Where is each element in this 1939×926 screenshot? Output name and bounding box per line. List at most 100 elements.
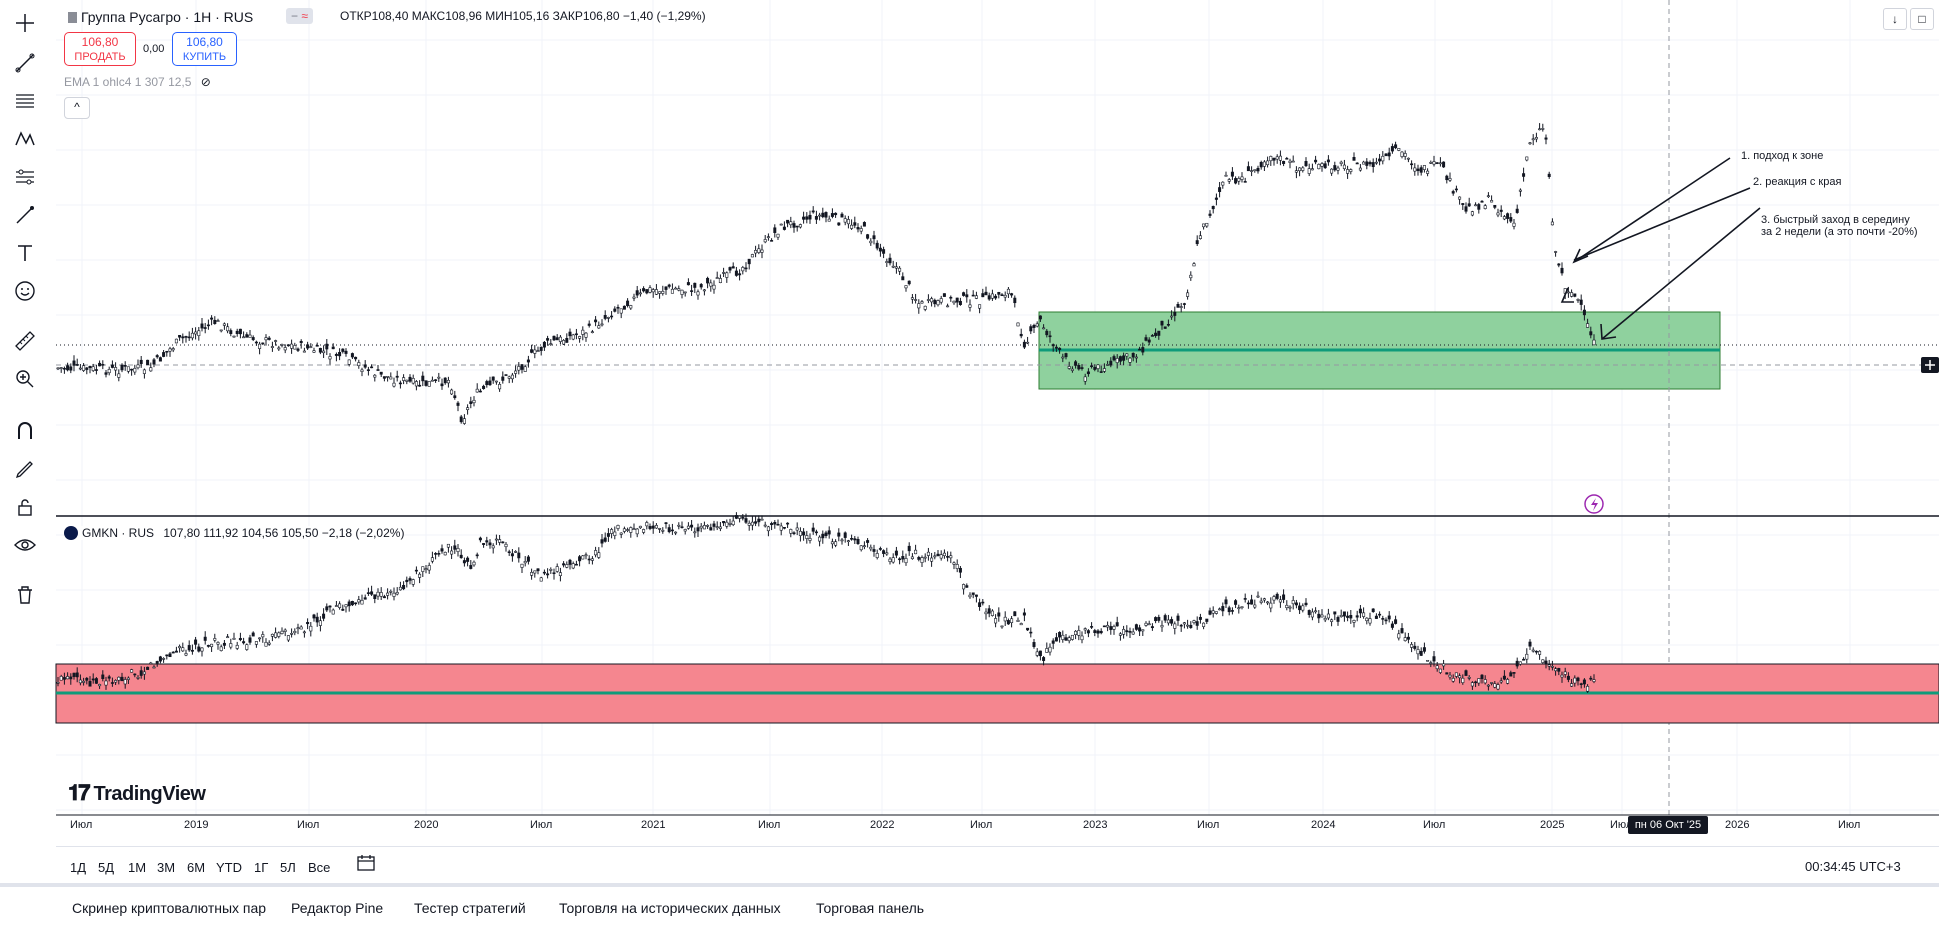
ruler-icon[interactable] [10,326,40,356]
candle-body [1410,644,1414,648]
candle-body [1378,613,1382,616]
pane2-legend[interactable]: GMKN · RUS 107,80 111,92 104,56 105,50 −… [64,526,405,540]
candle-body [837,532,841,537]
candle-body [456,548,460,552]
candle-body [434,553,438,555]
candle-body [1256,595,1260,598]
magnet-icon[interactable] [10,416,40,446]
candle-body [379,592,383,597]
candle-body [1400,628,1404,634]
symbol-title[interactable]: Группа Русагро · 1Н · RUS [68,9,253,25]
tab-strategy-tester[interactable]: Тестер стратегий [414,900,526,916]
candle-body [1125,353,1129,357]
candle-body [1045,330,1049,336]
candle-body [862,222,866,227]
candle-body [408,376,412,382]
candle-body [939,298,943,303]
candle-body [344,604,348,608]
x-tick-label: Июл [758,819,781,831]
range-button[interactable]: 5Л [280,860,296,875]
candle-body [741,517,745,519]
collapse-button[interactable]: ^ [64,97,90,119]
brush-icon[interactable] [10,200,40,230]
tab-trading-panel[interactable]: Торговая панель [816,900,925,916]
candle-body [670,288,674,294]
range-button[interactable]: 3M [157,860,176,875]
candle-body [462,418,466,424]
candle-body [907,280,911,285]
pattern-icon[interactable] [10,124,40,154]
tab-replay-trading[interactable]: Торговля на исторических данных [559,900,781,916]
candle-body [1032,325,1036,328]
range-button[interactable]: YTD [216,860,242,875]
emoji-icon[interactable] [10,276,40,306]
download-icon[interactable]: ↓ [1883,8,1907,30]
buy-button[interactable]: 106,80 КУПИТЬ [172,32,237,66]
hide-eye-icon[interactable]: ⊘ [200,75,211,89]
candle-body [1528,641,1532,647]
candle-body [1374,161,1378,164]
candle-body [1176,615,1180,621]
candle-body [1070,368,1074,371]
clock[interactable]: 00:34:45 UTC+3 [1805,859,1901,874]
candle-body [533,349,537,354]
candle-body [402,584,406,590]
zoom-icon[interactable] [10,364,40,394]
maximize-icon[interactable]: □ [1910,8,1934,30]
candle-body [1090,626,1094,628]
tradingview-logo[interactable]: 𝟏𝟕 TradingView [68,780,206,806]
candle-body [1240,606,1244,609]
range-button[interactable]: 1Д [70,860,87,875]
range-button[interactable]: 1M [128,860,147,875]
candle-body [555,337,559,341]
eye-icon[interactable] [10,530,40,560]
candle-body [568,559,572,565]
candle-body [910,556,914,560]
range-button[interactable]: 1Г [254,860,269,875]
crosshair-date: пн 06 Окт '25 [1628,816,1708,834]
candle-body [1026,341,1030,344]
forecast-icon[interactable] [10,162,40,192]
lock-draw-icon[interactable] [10,454,40,484]
indicator-legend[interactable]: EMA 1 ohlc4 1 307 12,5 ⊘ [64,75,211,89]
candle-body [424,568,428,570]
candle-body [178,334,182,338]
candle-body [1278,599,1282,603]
range-button[interactable]: 6M [187,860,206,875]
candle-body [642,529,646,533]
candle-body [213,319,217,324]
candle-body [898,267,902,272]
tab-pine-editor[interactable]: Редактор Pine [291,900,384,916]
range-button[interactable]: 5Д [98,860,115,875]
trash-icon[interactable] [10,580,40,610]
candle-body [539,346,543,351]
tab-crypto-screener[interactable]: Скринер криптовалютных пар [72,900,267,916]
candle-body [222,642,226,646]
crosshair-icon[interactable] [10,8,40,38]
lock-icon[interactable] [10,492,40,522]
candle-body [622,528,626,532]
range-button[interactable]: Все [308,860,331,875]
candle-body [1218,608,1222,611]
candle-body [1362,161,1366,165]
candle-body [1317,613,1321,619]
candle-body [181,336,185,339]
compare-toggle[interactable]: − ≈ [286,8,313,24]
candle-body [1358,608,1362,614]
candle-body [267,642,271,645]
calendar-icon[interactable] [355,853,377,873]
sell-button[interactable]: 106,80 ПРОДАТЬ [64,32,136,66]
candle-body [1442,663,1446,667]
candle-body [1406,636,1410,640]
candle-body [206,645,210,647]
candle-body [603,315,607,319]
candle-body [405,379,409,382]
text-icon[interactable] [10,238,40,268]
candle-body [722,272,726,274]
fib-icon[interactable] [10,86,40,116]
chart-canvas[interactable] [0,0,1939,846]
candle-body [110,364,114,368]
candle-body [1506,213,1510,219]
candle-body [1205,618,1209,622]
trend-line-icon[interactable] [10,48,40,78]
